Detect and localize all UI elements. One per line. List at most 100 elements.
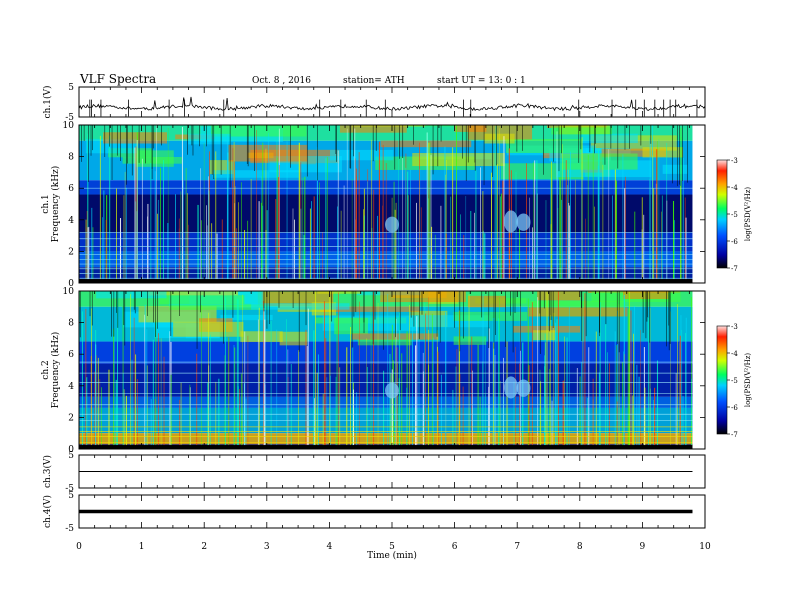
spec2-colorbar-tick-label: -6 [731, 404, 738, 412]
spec2-patch [533, 330, 556, 341]
ch3-ytick-label: -5 [65, 484, 74, 494]
spec1-patch [103, 132, 168, 144]
spec2-patch [148, 291, 239, 296]
spec2-ytick-label: 0 [68, 445, 74, 455]
spec2-patch [380, 291, 466, 303]
spec2-patch [351, 333, 439, 340]
spec1-colorbar-label: log(PSD(V²/Hz) [744, 187, 752, 242]
chart-title: VLF Spectra [80, 72, 157, 86]
spec1-patch [662, 164, 688, 174]
spec2-ytick-label: 6 [68, 350, 74, 360]
spec1-ytick-label: 2 [68, 247, 74, 257]
x-tick-label: 6 [452, 542, 458, 552]
ch1-trace [78, 96, 706, 112]
spec2-band [79, 433, 693, 445]
spec2-patch [317, 291, 362, 294]
ch4-ylabel: ch.4(V) [42, 495, 53, 528]
spec1-band [79, 232, 693, 252]
spec1-ytick-label: 10 [63, 121, 75, 131]
spec2-empty [692, 291, 705, 449]
x-axis-label: Time (min) [367, 550, 417, 561]
x-tick-label: 10 [699, 542, 711, 552]
ch4-ytick-label: -5 [65, 524, 74, 534]
spec2-patch [527, 307, 628, 317]
spec1-patch [405, 125, 457, 127]
spec1-empty [692, 125, 705, 283]
x-tick-label: 9 [640, 542, 646, 552]
spec1-ytick-label: 4 [68, 216, 74, 226]
station-label: station= ATH [343, 76, 405, 86]
spec2-patch [158, 295, 245, 304]
spec2-whistler [385, 382, 399, 399]
spec2-colorbar-tick-label: -3 [731, 323, 738, 331]
date-label: Oct. 8 , 2016 [252, 76, 311, 86]
spec2-ytick-label: 4 [68, 382, 74, 392]
spec2-patch [467, 295, 506, 308]
spec1-whistler [385, 216, 399, 233]
spec2-whistler [516, 379, 531, 397]
ch4-ytick-label: 5 [68, 491, 74, 501]
spec1-colorbar [716, 159, 728, 269]
spec2-patch [453, 311, 528, 321]
spec2-band [79, 396, 693, 408]
spec2-ytick-label: 2 [68, 413, 74, 423]
spec1-colorbar-tick-label: -6 [731, 238, 738, 246]
x-tick-label: 3 [264, 542, 270, 552]
ch1-ytick-label: -5 [65, 113, 74, 123]
spec2-patch [279, 331, 308, 346]
x-tick-label: 4 [327, 542, 333, 552]
spec1-colorbar-tick-label: -3 [731, 157, 738, 165]
spec2-floor [79, 445, 693, 449]
spec1-ytick-label: 6 [68, 184, 74, 194]
spec2-ytick-label: 8 [68, 319, 74, 329]
spec1-patch [642, 147, 684, 158]
spec2-patch [251, 303, 350, 310]
spec1-colorbar-tick-label: -4 [731, 184, 738, 192]
spec2-colorbar-label: log(PSD(V²/Hz) [744, 353, 752, 408]
spec2-patch [453, 336, 487, 345]
spec1-whistler [503, 210, 518, 233]
spec2-patch [240, 331, 283, 343]
spec1-patch [580, 133, 638, 144]
ch1-ylabel: ch.1(V) [42, 86, 53, 119]
spec1-patch [330, 149, 394, 161]
spec1-patch [210, 125, 307, 137]
ch3-ytick-label: 5 [68, 451, 74, 461]
spec1-patch [188, 133, 231, 145]
spec2-patch [357, 339, 412, 346]
spec2-colorbar [716, 325, 728, 435]
spec1-patch [551, 126, 613, 135]
spec1-whistler [516, 213, 531, 231]
x-tick-label: 7 [514, 542, 520, 552]
spec2-ylabel: ch.2 [41, 360, 51, 379]
spec1-band [79, 180, 693, 195]
x-tick-label: 8 [577, 542, 583, 552]
spec1-patch [351, 125, 426, 127]
spec1-patch [228, 144, 308, 162]
x-tick-label: 5 [389, 542, 395, 552]
spec1-colorbar-tick-label: -5 [731, 211, 738, 219]
spec1-image [79, 125, 705, 283]
start-time-label: start UT = 13: 0 : 1 [437, 76, 526, 86]
spec1-ytick-label: 8 [68, 153, 74, 163]
spec1-floor [79, 279, 693, 283]
spec2-image [79, 291, 705, 449]
ch1-ytick-label: 5 [68, 83, 74, 93]
spec2-colorbar-tick-label: -4 [731, 350, 738, 358]
x-tick-label: 2 [201, 542, 207, 552]
x-tick-label: 1 [139, 542, 145, 552]
spec1-ytick-label: 0 [68, 279, 74, 289]
spec2-whistler [503, 376, 518, 399]
spec2-patch [96, 291, 135, 299]
spec1-patch [412, 153, 505, 167]
spec2-patch [220, 314, 273, 321]
spec2-colorbar-tick-label: -7 [731, 431, 738, 439]
spec2-colorbar-tick-label: -5 [731, 377, 738, 385]
spec1-ylabel: Frequency (kHz) [50, 166, 61, 243]
spec1-patch [212, 170, 299, 178]
spec2-patch [131, 291, 167, 299]
spec1-patch [601, 148, 667, 157]
spec1-ylabel: ch.1 [41, 194, 51, 213]
spec2-patch [320, 306, 420, 312]
